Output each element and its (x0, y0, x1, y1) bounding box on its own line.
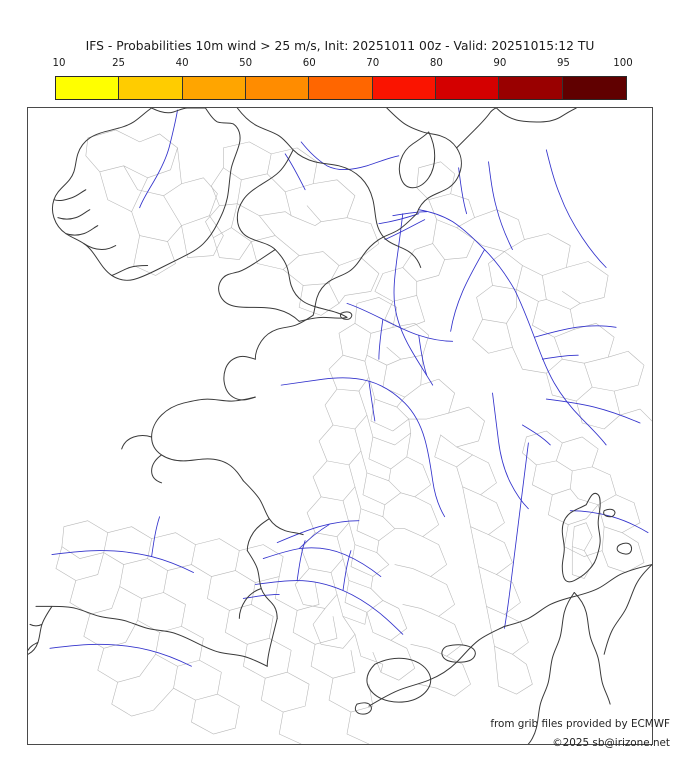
colorbar-gradient (55, 76, 627, 100)
colorbar-tick-95: 95 (556, 58, 570, 69)
map-frame[interactable] (27, 107, 653, 745)
colorbar-tick-25: 25 (112, 58, 126, 69)
colorbar-tick-50: 50 (239, 58, 253, 69)
colorbar-tick-80: 80 (429, 58, 443, 69)
rivers-layer (49, 109, 649, 667)
colorbar-tick-40: 40 (175, 58, 189, 69)
colorbar-segment-25-40 (119, 77, 183, 99)
colorbar-segment-95-100 (562, 77, 626, 99)
colorbar-tick-labels: 10 25 40 50 60 70 80 90 95 100 (52, 58, 633, 74)
colorbar-segment-60-70 (309, 77, 373, 99)
colorbar-tick-60: 60 (302, 58, 316, 69)
page-title: IFS - Probabilities 10m wind > 25 m/s, I… (85, 39, 595, 53)
colorbar-tick-90: 90 (493, 58, 507, 69)
administrative-borders-layer (55, 129, 652, 744)
colorbar-segment-80-90 (435, 77, 500, 99)
map-canvas (28, 108, 652, 744)
colorbar-tick-100: 100 (613, 58, 633, 69)
colorbar-tick-10: 10 (52, 58, 66, 69)
colorbar-tick-70: 70 (366, 58, 380, 69)
coastlines-layer (28, 108, 652, 744)
colorbar-segment-70-80 (372, 77, 436, 99)
colorbar-segment-90-95 (499, 77, 563, 99)
credit-copyright: ©2025 sb@irizone.net (552, 737, 670, 749)
credit-source: from grib files provided by ECMWF (490, 718, 670, 730)
colorbar-segment-50-60 (245, 77, 310, 99)
colorbar-legend: 10 25 40 50 60 70 80 90 95 100 (52, 58, 633, 100)
colorbar-segment-10-25 (56, 77, 120, 99)
colorbar-segment-40-50 (182, 77, 246, 99)
